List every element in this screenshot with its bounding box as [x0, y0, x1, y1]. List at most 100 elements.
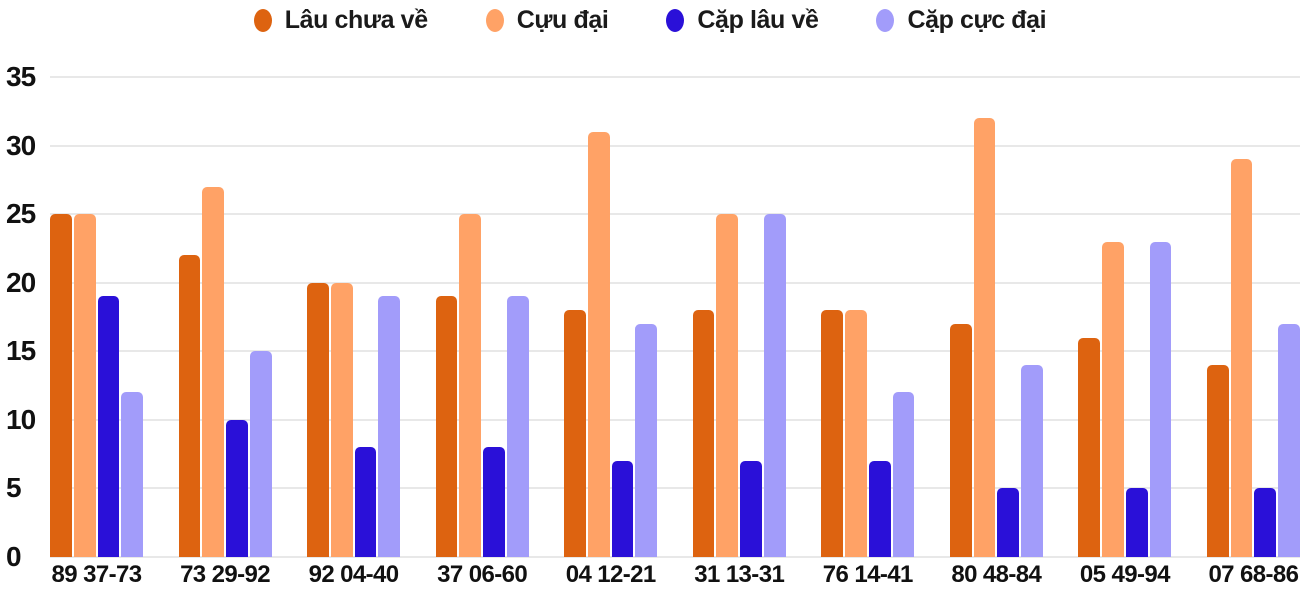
x-axis-label-text: 07 68-86 [1208, 561, 1299, 588]
bar-series4-group8 [1021, 365, 1043, 557]
bar-series4-group10 [1278, 323, 1300, 557]
x-axis-label-text: 80 48-84 [951, 561, 1042, 588]
bar-series3-group4 [483, 447, 505, 557]
y-axis-tick-label: 15 [6, 335, 36, 367]
bar-series3-group6 [740, 461, 762, 557]
x-axis-labels: 89 37-73 73 29-92 92 04-40 37 06-60 04 12-21… [50, 561, 1300, 589]
bar-group-6 [692, 77, 786, 557]
bar-series2-group1 [73, 214, 96, 557]
bar-series3-group5 [611, 461, 634, 557]
x-axis-label: 31 13-31 [693, 561, 786, 589]
x-axis-label-text: 31 13-31 [694, 561, 785, 588]
y-axis-tick-label: 10 [6, 403, 36, 435]
x-axis-label: 04 12-21 [564, 561, 657, 589]
y-axis-tick-label: 25 [6, 198, 36, 230]
bar-series4-group3 [378, 296, 401, 557]
bar-series4-group1 [121, 392, 143, 557]
legend-label: Cựu đại [516, 6, 609, 34]
legend-dot-icon [876, 9, 895, 32]
x-axis-label: 92 04-40 [307, 561, 400, 589]
bar-series2-group10 [1230, 159, 1253, 557]
y-axis-tick-label: 35 [6, 61, 36, 92]
bar-series1-group7 [821, 310, 844, 557]
bar-series1-group6 [692, 310, 715, 557]
bar-series2-group5 [587, 131, 610, 557]
chart-legend: Lâu chưa về Cựu đại Cặp lâu về Cặp cực đại [0, 6, 1300, 35]
legend-dot-icon [485, 9, 504, 32]
y-axis-tick-label: 5 [6, 472, 22, 504]
x-axis-label-text: 76 14-41 [822, 561, 914, 588]
gridline-y10 [50, 418, 1300, 421]
gridline-y0 [50, 556, 1300, 558]
plot-area [50, 76, 1300, 558]
bar-series1-group4 [435, 296, 458, 557]
bar-series2-group8 [973, 118, 996, 557]
bar-series2-group9 [1102, 241, 1124, 557]
x-axis-label-text: 89 37-73 [51, 561, 143, 588]
bar-series4-group4 [506, 296, 529, 557]
x-axis-label-text: 37 06-60 [437, 561, 528, 588]
x-axis-label: 89 37-73 [50, 561, 143, 589]
bar-series2-group3 [330, 282, 353, 557]
bar-series2-group7 [845, 310, 867, 557]
legend-label: Cặp cực đại [907, 6, 1047, 34]
x-axis-label: 76 14-41 [821, 561, 914, 589]
gridline-y25 [50, 213, 1300, 216]
bar-group-9 [1078, 77, 1172, 557]
bar-group-10 [1206, 77, 1300, 557]
bar-series4-group6 [763, 214, 786, 557]
x-axis-label-text: 73 29-92 [180, 561, 271, 588]
bar-series1-group9 [1078, 337, 1101, 557]
x-axis-label-text: 05 49-94 [1079, 561, 1171, 588]
bar-series3-group9 [1125, 488, 1148, 557]
bar-series3-group8 [997, 488, 1020, 557]
bar-series1-group5 [564, 310, 586, 557]
x-axis-label: 05 49-94 [1078, 561, 1171, 589]
legend-item-series2: Cựu đại [485, 6, 609, 35]
legend-dot-icon [253, 9, 272, 32]
bar-series2-group4 [459, 214, 482, 557]
y-axis-tick-label: 0 [6, 541, 22, 572]
x-axis-label: 80 48-84 [950, 561, 1043, 589]
gridline-y35 [50, 76, 1300, 78]
bar-group-4 [435, 77, 529, 557]
gridline-y20 [50, 281, 1300, 284]
y-axis-tick-label: 30 [6, 129, 36, 161]
x-axis-label-text: 92 04-40 [308, 561, 400, 588]
legend-item-series3: Cặp lâu về [666, 6, 819, 35]
bar-series2-group6 [716, 214, 739, 557]
bar-series1-group8 [949, 323, 972, 557]
bar-series4-group5 [635, 323, 658, 557]
bar-series4-group9 [1149, 241, 1172, 557]
gridline-y30 [50, 144, 1300, 147]
bar-series1-group3 [307, 282, 329, 557]
x-axis-label: 73 29-92 [179, 561, 272, 589]
legend-item-series4: Cặp cực đại [876, 6, 1047, 35]
bar-series3-group3 [354, 447, 377, 557]
bar-series1-group2 [178, 255, 201, 557]
x-axis-label: 07 68-86 [1207, 561, 1300, 589]
legend-label: Lâu chưa về [284, 6, 428, 34]
legend-label: Cặp lâu về [697, 6, 819, 34]
bar-group-5 [564, 77, 658, 557]
x-axis-label: 37 06-60 [436, 561, 529, 589]
bar-series3-group1 [97, 296, 120, 557]
bar-group-7 [821, 77, 915, 557]
bar-group-8 [949, 77, 1043, 557]
bar-group-3 [307, 77, 401, 557]
bar-group-2 [178, 77, 272, 557]
bar-series4-group2 [249, 351, 272, 557]
y-axis-tick-label: 20 [6, 266, 36, 298]
bar-series2-group2 [202, 186, 225, 557]
bar-series4-group7 [892, 392, 915, 557]
gridline-y15 [50, 350, 1300, 353]
bar-series1-group1 [50, 214, 72, 557]
bar-series3-group10 [1254, 488, 1277, 557]
x-axis-label-text: 04 12-21 [565, 561, 657, 588]
legend-item-series1: Lâu chưa về [253, 6, 428, 35]
bar-series1-group10 [1206, 365, 1229, 557]
legend-dot-icon [666, 9, 685, 32]
bar-series3-group7 [868, 461, 891, 557]
bar-group-1 [50, 77, 143, 557]
